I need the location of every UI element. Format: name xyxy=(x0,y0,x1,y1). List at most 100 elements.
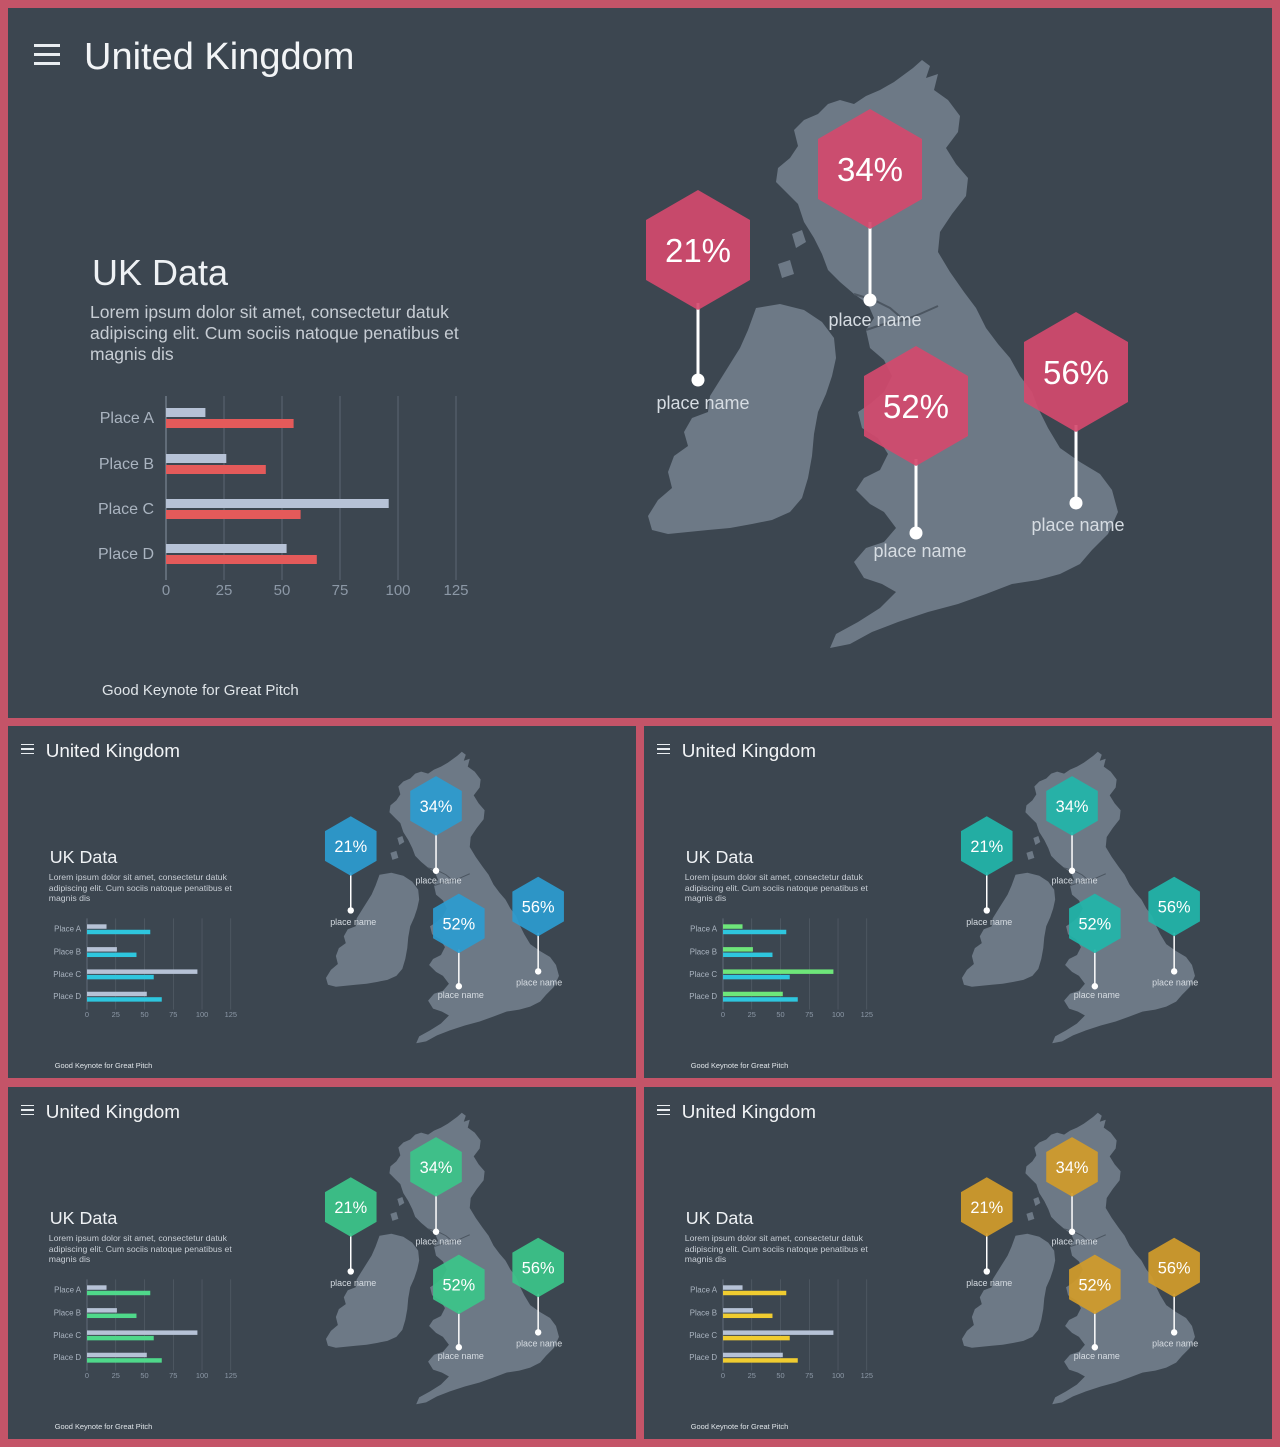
hamburger-menu-icon[interactable] xyxy=(656,1104,670,1116)
map-marker[interactable]: 56% place name xyxy=(1148,1237,1200,1349)
hexagon-badge xyxy=(1046,1137,1098,1197)
map-marker[interactable]: 52% place name xyxy=(433,1254,485,1362)
map-marker[interactable]: 56% place name xyxy=(1148,876,1200,988)
marker-label: place name xyxy=(1152,1338,1198,1348)
marker-dot xyxy=(347,1268,354,1275)
x-tick-label: 0 xyxy=(85,1010,89,1019)
x-tick-label: 100 xyxy=(832,1371,844,1380)
slide-graphics: 0 25 50 75 100 125 Place A Place B Place C Place … xyxy=(53,751,564,1044)
marker-value: 52% xyxy=(442,1276,475,1294)
map-marker[interactable]: 34% place name xyxy=(1046,1137,1098,1247)
marker-value: 34% xyxy=(837,151,903,188)
marker-value: 52% xyxy=(442,915,475,933)
marker-value: 56% xyxy=(522,898,555,916)
island-shape xyxy=(778,260,794,278)
map-marker[interactable]: 21% place name xyxy=(960,1177,1013,1288)
hexagon-badge xyxy=(1069,893,1121,954)
bar-series-2 xyxy=(166,555,317,564)
marker-dot xyxy=(432,867,440,874)
map-marker[interactable]: 56% place name xyxy=(512,1237,564,1349)
category-label: Place D xyxy=(53,1353,81,1362)
map-marker[interactable]: 21% place name xyxy=(960,816,1013,927)
hexagon-badge xyxy=(818,109,922,229)
bar-series-2 xyxy=(87,952,137,958)
bar-series-1 xyxy=(166,544,287,553)
map-marker[interactable]: 34% place name xyxy=(1046,776,1098,886)
map-marker[interactable]: 52% place name xyxy=(864,346,968,561)
marker-label: place name xyxy=(330,917,376,927)
bar-series-1 xyxy=(87,924,107,929)
bar-series-1 xyxy=(87,1285,107,1290)
map-marker[interactable]: 34% place name xyxy=(818,109,922,330)
marker-label: place name xyxy=(415,876,461,886)
map-marker[interactable]: 34% place name xyxy=(410,776,462,886)
bar-series-1 xyxy=(723,947,753,952)
bar-series-1 xyxy=(87,1308,117,1313)
category-label: Place A xyxy=(54,925,82,934)
marker-label: place name xyxy=(1051,1237,1097,1247)
bar-series-1 xyxy=(723,1352,783,1358)
hexagon-badge xyxy=(646,190,750,310)
bar-series-2 xyxy=(166,510,301,519)
x-tick-label: 25 xyxy=(112,1010,120,1019)
map-marker[interactable]: 52% place name xyxy=(433,893,485,1001)
ireland-shape xyxy=(961,1233,1056,1348)
x-tick-label: 50 xyxy=(274,582,291,599)
marker-dot xyxy=(983,1268,990,1275)
marker-value: 21% xyxy=(665,232,731,269)
hamburger-menu-icon[interactable] xyxy=(20,1104,34,1116)
category-label: Place C xyxy=(689,970,717,979)
x-tick-label: 0 xyxy=(721,1371,725,1380)
border-line xyxy=(427,1228,470,1248)
map-marker[interactable]: 52% place name xyxy=(1069,893,1121,1001)
section-title: UK Data xyxy=(92,252,229,293)
bar-series-1 xyxy=(87,991,147,997)
section-description: Lorem ipsum dolor sit amet, consectetur … xyxy=(48,872,232,903)
ireland-shape xyxy=(325,872,420,987)
hamburger-menu-icon[interactable] xyxy=(656,743,670,755)
map-marker[interactable]: 52% place name xyxy=(1069,1254,1121,1362)
bar-series-1 xyxy=(87,1352,147,1358)
map-marker[interactable]: 34% place name xyxy=(410,1137,462,1247)
slide-variant-green: 0 25 50 75 100 125 Place A Place B Place C Place … xyxy=(8,1087,636,1439)
map-marker[interactable]: 21% place name xyxy=(324,1177,377,1288)
section-description: Lorem ipsum dolor sit amet, consectetur … xyxy=(90,302,459,364)
bar-chart: 0 25 50 75 100 125 Place A Place B Place C Place … xyxy=(53,1279,237,1380)
hexagon-badge xyxy=(864,346,968,466)
marker-label: place name xyxy=(415,1237,461,1247)
category-label: Place B xyxy=(99,456,154,473)
x-tick-label: 125 xyxy=(861,1010,873,1019)
category-label: Place B xyxy=(690,1309,717,1318)
bar-series-1 xyxy=(723,969,834,974)
marker-label: place name xyxy=(828,310,921,330)
map-marker[interactable]: 21% place name xyxy=(646,190,750,413)
x-tick-label: 125 xyxy=(443,582,468,599)
marker-dot xyxy=(691,373,705,387)
hamburger-menu-icon[interactable] xyxy=(20,743,34,755)
hexagon-badge xyxy=(1148,1237,1200,1298)
bar-series-2 xyxy=(87,1358,162,1363)
marker-value: 34% xyxy=(1056,798,1089,816)
marker-dot xyxy=(455,1344,463,1351)
hexagon-badge xyxy=(960,1177,1013,1237)
island-shape xyxy=(397,836,405,845)
hexagon-badge xyxy=(410,1137,462,1197)
hexagon-badge xyxy=(324,1177,377,1237)
category-label: Place B xyxy=(54,1309,81,1318)
marker-label: place name xyxy=(330,1278,376,1288)
slide-variant-teal: 0 25 50 75 100 125 Place A Place B Place C Place … xyxy=(644,726,1272,1078)
category-label: Place C xyxy=(98,501,154,518)
hexagon-badge xyxy=(1069,1254,1121,1315)
map-marker[interactable]: 21% place name xyxy=(324,816,377,927)
footer-tagline: Good Keynote for Great Pitch xyxy=(102,682,299,699)
x-tick-label: 75 xyxy=(169,1010,177,1019)
marker-value: 34% xyxy=(420,798,453,816)
x-tick-label: 25 xyxy=(748,1371,756,1380)
map-marker[interactable]: 56% place name xyxy=(512,876,564,988)
map-marker[interactable]: 56% place name xyxy=(1024,312,1128,535)
hexagon-badge xyxy=(1046,776,1098,836)
category-label: Place C xyxy=(689,1331,717,1340)
hamburger-menu-icon[interactable] xyxy=(34,44,60,65)
slide-variant-blue: 0 25 50 75 100 125 Place A Place B Place C Place … xyxy=(8,726,636,1078)
category-label: Place C xyxy=(53,1331,81,1340)
